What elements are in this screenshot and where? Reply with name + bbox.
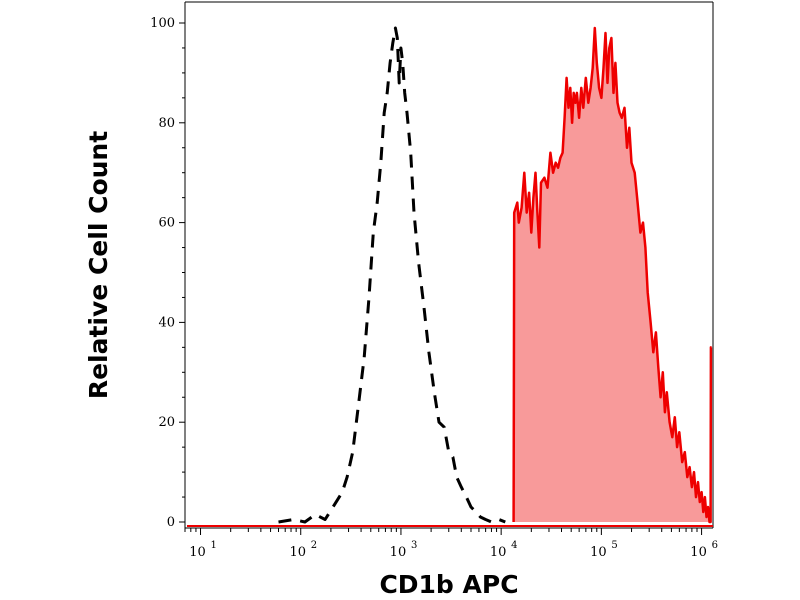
- series-layer: [187, 26, 713, 527]
- y-tick-label: 20: [158, 415, 175, 430]
- x-tick-label: 10: [690, 545, 707, 560]
- x-tick-label: 10: [390, 545, 407, 560]
- x-tick-exponent: 4: [511, 540, 517, 551]
- stained-histogram-line: [512, 26, 713, 524]
- x-axis-ticks: 10 1 10 2 10 3 10 4 10 5 10 6: [184, 528, 718, 560]
- x-tick-label: 10: [289, 545, 306, 560]
- x-tick-exponent: 1: [211, 540, 217, 551]
- x-tick-label: 10: [189, 545, 206, 560]
- y-tick-label: 80: [158, 116, 175, 131]
- y-axis-title: Relative Cell Count: [84, 131, 113, 399]
- x-tick-exponent: 2: [311, 540, 317, 551]
- y-tick-label: 100: [150, 16, 175, 31]
- y-tick-label: 0: [167, 515, 175, 530]
- y-axis-ticks: 0 20 40 60 80 100: [150, 16, 185, 530]
- y-tick-label: 60: [158, 216, 175, 231]
- x-tick-label: 10: [490, 545, 507, 560]
- y-tick-label: 40: [158, 315, 175, 330]
- control-histogram-line: [278, 26, 506, 524]
- x-tick-label: 10: [590, 545, 607, 560]
- x-axis-title: CD1b APC: [379, 570, 518, 599]
- x-tick-exponent: 3: [411, 540, 417, 551]
- x-tick-exponent: 5: [611, 540, 617, 551]
- x-tick-exponent: 6: [712, 540, 718, 551]
